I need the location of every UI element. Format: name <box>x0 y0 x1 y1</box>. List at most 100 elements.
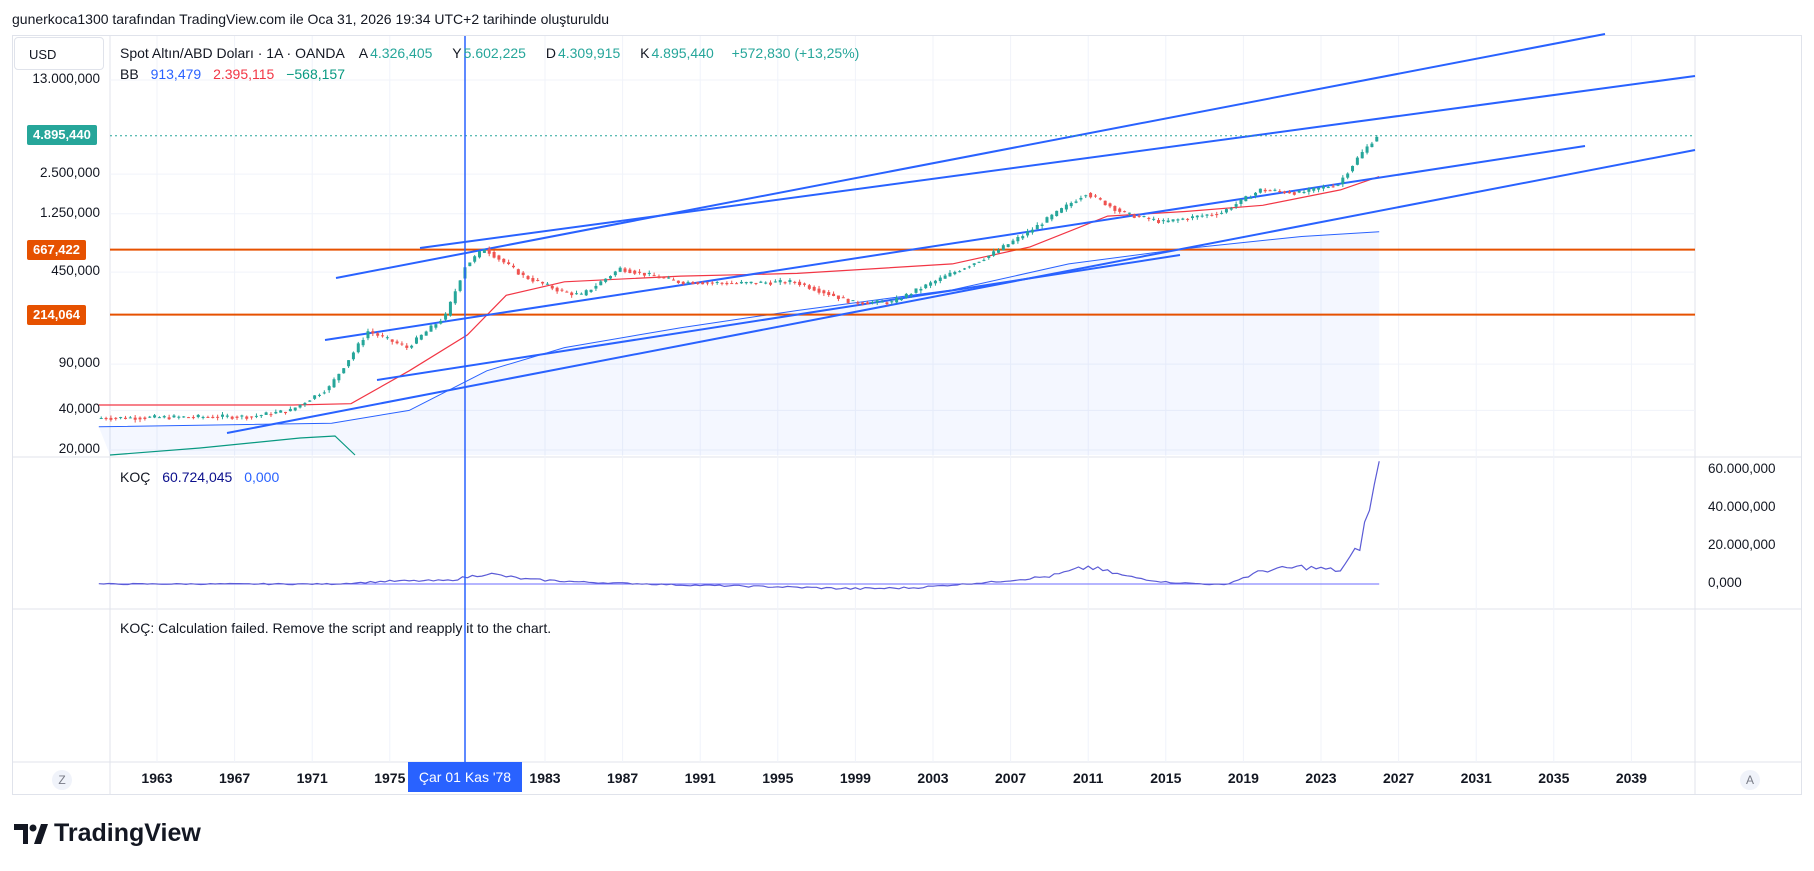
candle <box>657 274 661 279</box>
candle <box>638 269 642 275</box>
candle <box>230 415 234 420</box>
bb-basis-value: 2.395,115 <box>213 66 275 82</box>
candle <box>1074 199 1078 204</box>
candle <box>153 413 157 419</box>
candle <box>817 285 821 295</box>
candle <box>429 324 433 332</box>
candle <box>288 406 292 412</box>
candle <box>1355 156 1359 166</box>
candle <box>1205 214 1209 219</box>
bb-label[interactable]: BB <box>120 66 139 82</box>
candle <box>1186 218 1190 222</box>
time-tick-label: 2031 <box>1460 770 1492 786</box>
candle <box>516 268 520 275</box>
candle <box>511 263 515 269</box>
open-value: 4.326,405 <box>370 45 433 61</box>
candle <box>1351 165 1355 173</box>
candle <box>250 416 254 420</box>
candle <box>182 416 186 418</box>
time-tick-label: 1983 <box>529 770 561 786</box>
candle <box>919 286 923 294</box>
candle <box>482 248 486 254</box>
time-tick-label: 1999 <box>839 770 871 786</box>
level-high-badge: 667,422 <box>27 240 86 260</box>
candle <box>1011 238 1015 245</box>
candle <box>866 300 870 305</box>
candle <box>366 328 370 341</box>
candle <box>308 400 312 402</box>
candle <box>1210 212 1214 217</box>
candle <box>904 292 908 299</box>
candle <box>240 414 244 420</box>
candle <box>177 415 181 420</box>
candle <box>337 373 341 383</box>
price-tick-label: 20,000 <box>58 441 100 456</box>
candle <box>1312 187 1316 193</box>
candle <box>575 290 579 295</box>
candle <box>1239 199 1243 207</box>
candle <box>1278 189 1282 193</box>
candle <box>400 341 404 346</box>
candle <box>953 270 957 276</box>
candle <box>235 415 239 420</box>
time-tick-label: 2003 <box>917 770 949 786</box>
candle <box>473 254 477 264</box>
time-tick-label: 1975 <box>374 770 406 786</box>
koc-tick-label: 0,000 <box>1708 575 1742 590</box>
candle <box>778 277 782 286</box>
candle <box>1166 217 1170 223</box>
candle <box>705 281 709 286</box>
candle <box>555 286 559 294</box>
trendline-3 <box>324 145 1586 341</box>
change-value: +572,830 (+13,25%) <box>731 45 860 61</box>
bb-basis-line <box>98 176 1380 406</box>
candle <box>1055 210 1059 217</box>
candle <box>216 414 220 421</box>
price-tick-label: 13.000,000 <box>32 71 100 86</box>
candle <box>963 267 967 270</box>
currency-button[interactable]: USD <box>14 37 104 70</box>
candle <box>371 328 375 337</box>
candle <box>1360 149 1364 159</box>
candle <box>317 393 321 398</box>
candle <box>1089 192 1093 199</box>
candle <box>924 283 928 290</box>
scale-left-button[interactable]: Z <box>52 770 72 790</box>
candle <box>1263 188 1267 193</box>
candle <box>1137 214 1141 218</box>
candle <box>1317 187 1321 193</box>
candle <box>560 288 564 293</box>
candle <box>157 416 161 419</box>
candle <box>1084 194 1088 199</box>
time-tick-label: 1963 <box>141 770 173 786</box>
candle <box>846 298 850 304</box>
time-tick-label: 1967 <box>219 770 251 786</box>
chart-frame <box>12 35 1802 795</box>
koc-label[interactable]: KOÇ <box>120 469 151 485</box>
koc-line <box>98 461 1380 591</box>
candle <box>468 262 472 267</box>
candle <box>1035 222 1039 230</box>
candle <box>254 413 258 419</box>
price-tick-label: 2.500,000 <box>39 165 100 181</box>
candle <box>1268 189 1272 192</box>
candle <box>541 281 545 286</box>
candle <box>1127 212 1131 217</box>
symbol-title[interactable]: Spot Altın/ABD Doları · 1A · OANDA <box>120 45 345 61</box>
candle <box>1118 207 1122 214</box>
candle <box>143 416 147 421</box>
tradingview-logo[interactable]: TradingView <box>14 819 201 848</box>
candle <box>376 331 380 338</box>
candle <box>414 335 418 345</box>
candle <box>172 414 176 418</box>
candle <box>1123 210 1127 213</box>
candle <box>1171 219 1175 223</box>
candle <box>259 414 263 418</box>
auto-scale-button[interactable]: A <box>1740 770 1760 790</box>
candle <box>1195 215 1199 220</box>
candle <box>444 312 448 321</box>
candle <box>419 334 423 341</box>
candle <box>730 280 734 285</box>
koc-tick-label: 60.000,000 <box>1708 461 1776 476</box>
